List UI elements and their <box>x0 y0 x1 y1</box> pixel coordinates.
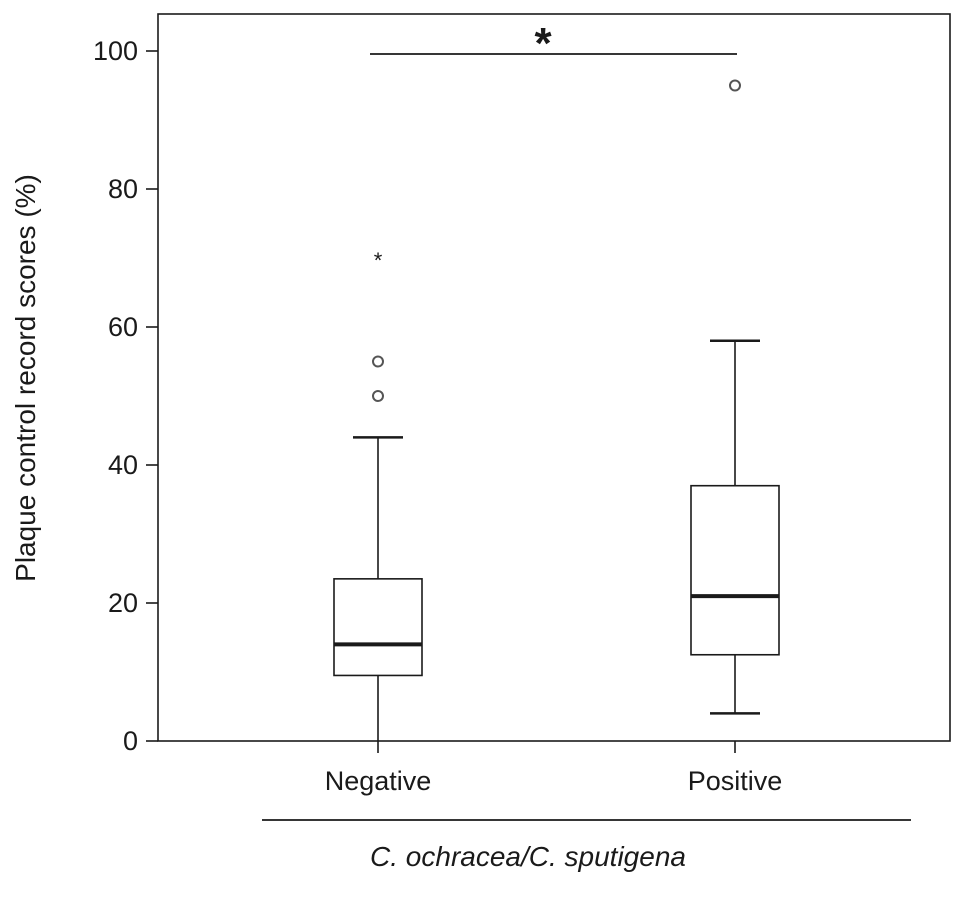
y-tick-label-20: 20 <box>108 588 138 618</box>
box-negative: * <box>333 248 423 741</box>
outlier-point <box>372 355 384 368</box>
extreme-point: * <box>374 248 383 273</box>
y-tick-label-80: 80 <box>108 174 138 204</box>
y-tick-label-40: 40 <box>108 450 138 480</box>
group-label: C. ochracea/C. sputigena <box>370 841 686 872</box>
iqr-box-negative <box>333 578 423 677</box>
x-tick-label-positive: Positive <box>688 766 783 796</box>
iqr-box-positive <box>690 484 780 656</box>
significance-star: * <box>534 19 552 68</box>
outlier-point <box>729 79 741 92</box>
box-positive <box>690 79 780 715</box>
plot-frame <box>157 13 951 742</box>
y-tick-label-100: 100 <box>93 36 138 66</box>
y-tick-label-60: 60 <box>108 312 138 342</box>
y-tick-label-0: 0 <box>123 726 138 756</box>
y-axis: 0 20 40 60 80 100 <box>93 36 736 756</box>
x-tick-label-negative: Negative <box>325 766 432 796</box>
plot-area: * <box>157 13 951 742</box>
labels: Plaque control record scores (%) Negative… <box>10 19 911 872</box>
outlier-point <box>372 390 384 402</box>
y-axis-title: Plaque control record scores (%) <box>10 174 41 582</box>
